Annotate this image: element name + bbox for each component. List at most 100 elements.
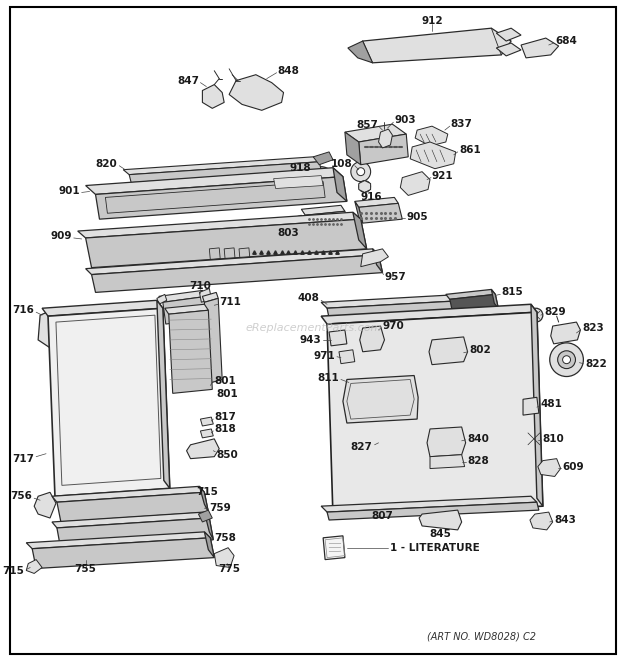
Text: 802: 802: [469, 345, 491, 355]
Text: 820: 820: [95, 159, 117, 169]
Polygon shape: [415, 126, 448, 146]
Polygon shape: [205, 512, 213, 540]
Text: 803: 803: [278, 228, 299, 238]
Text: 807: 807: [371, 511, 394, 521]
Polygon shape: [419, 510, 462, 530]
Text: 823: 823: [582, 323, 604, 333]
Text: 916: 916: [361, 192, 383, 202]
Polygon shape: [358, 28, 511, 63]
Circle shape: [373, 427, 392, 447]
Circle shape: [351, 162, 371, 182]
Polygon shape: [129, 162, 321, 182]
Polygon shape: [92, 254, 383, 292]
Text: 481: 481: [541, 399, 563, 409]
Polygon shape: [169, 310, 212, 393]
Polygon shape: [38, 310, 58, 348]
Polygon shape: [496, 43, 521, 56]
Text: 829: 829: [545, 307, 567, 317]
Text: 857: 857: [356, 120, 379, 130]
Text: 943: 943: [299, 335, 321, 345]
Text: 811: 811: [317, 373, 339, 383]
Polygon shape: [327, 312, 543, 518]
Polygon shape: [348, 41, 373, 63]
Polygon shape: [343, 375, 418, 423]
Circle shape: [318, 176, 324, 182]
Text: 903: 903: [394, 115, 416, 125]
Polygon shape: [427, 427, 466, 457]
Polygon shape: [187, 439, 219, 459]
Text: 715: 715: [197, 487, 218, 497]
Polygon shape: [355, 198, 398, 208]
Text: 971: 971: [313, 351, 335, 361]
Polygon shape: [202, 85, 224, 108]
Text: eReplacementParts.com: eReplacementParts.com: [245, 323, 381, 333]
Polygon shape: [333, 168, 347, 202]
Polygon shape: [165, 304, 208, 314]
Text: 818: 818: [215, 424, 236, 434]
Polygon shape: [321, 496, 537, 512]
Polygon shape: [430, 455, 464, 469]
Polygon shape: [200, 417, 213, 426]
Polygon shape: [78, 212, 361, 238]
Polygon shape: [86, 219, 366, 268]
Polygon shape: [32, 538, 215, 568]
Text: 108: 108: [331, 159, 353, 169]
Polygon shape: [339, 350, 355, 364]
Text: 711: 711: [219, 297, 241, 307]
Text: 815: 815: [501, 288, 523, 297]
Polygon shape: [446, 290, 495, 299]
Polygon shape: [57, 518, 213, 550]
Polygon shape: [345, 124, 406, 142]
Polygon shape: [429, 337, 467, 365]
Polygon shape: [215, 548, 234, 568]
Polygon shape: [345, 132, 361, 165]
Polygon shape: [327, 300, 469, 318]
Polygon shape: [521, 38, 559, 58]
Polygon shape: [86, 168, 343, 194]
Polygon shape: [313, 152, 333, 165]
Circle shape: [308, 167, 334, 192]
Polygon shape: [273, 176, 323, 188]
Text: 901: 901: [58, 186, 80, 196]
Circle shape: [562, 356, 570, 364]
Circle shape: [359, 180, 371, 192]
Circle shape: [314, 173, 328, 186]
Polygon shape: [200, 486, 208, 512]
Polygon shape: [329, 330, 347, 346]
Circle shape: [557, 351, 575, 369]
Polygon shape: [359, 134, 408, 165]
Polygon shape: [359, 204, 402, 223]
Text: 715: 715: [2, 566, 24, 576]
Polygon shape: [200, 429, 213, 438]
Polygon shape: [288, 215, 305, 231]
Polygon shape: [531, 304, 543, 506]
Circle shape: [529, 308, 543, 322]
Text: 801: 801: [216, 389, 238, 399]
Polygon shape: [492, 290, 498, 308]
Polygon shape: [373, 249, 383, 272]
Text: 817: 817: [215, 412, 236, 422]
Polygon shape: [321, 304, 537, 324]
Polygon shape: [163, 296, 210, 324]
Polygon shape: [52, 512, 210, 528]
Polygon shape: [200, 288, 211, 302]
Circle shape: [378, 432, 388, 442]
Polygon shape: [360, 326, 384, 352]
Polygon shape: [551, 322, 580, 344]
Text: 847: 847: [177, 75, 200, 86]
Text: 912: 912: [421, 17, 443, 26]
Text: 810: 810: [543, 434, 565, 444]
Text: 801: 801: [215, 377, 236, 387]
Polygon shape: [198, 510, 212, 522]
Polygon shape: [157, 300, 170, 488]
Text: 684: 684: [556, 36, 578, 46]
Polygon shape: [95, 176, 347, 219]
Polygon shape: [355, 202, 363, 223]
Circle shape: [356, 168, 365, 176]
Text: 755: 755: [74, 564, 97, 574]
Text: 609: 609: [562, 461, 584, 471]
Text: 909: 909: [50, 231, 72, 241]
Text: 408: 408: [298, 293, 319, 303]
Polygon shape: [34, 492, 56, 518]
Polygon shape: [86, 249, 379, 274]
